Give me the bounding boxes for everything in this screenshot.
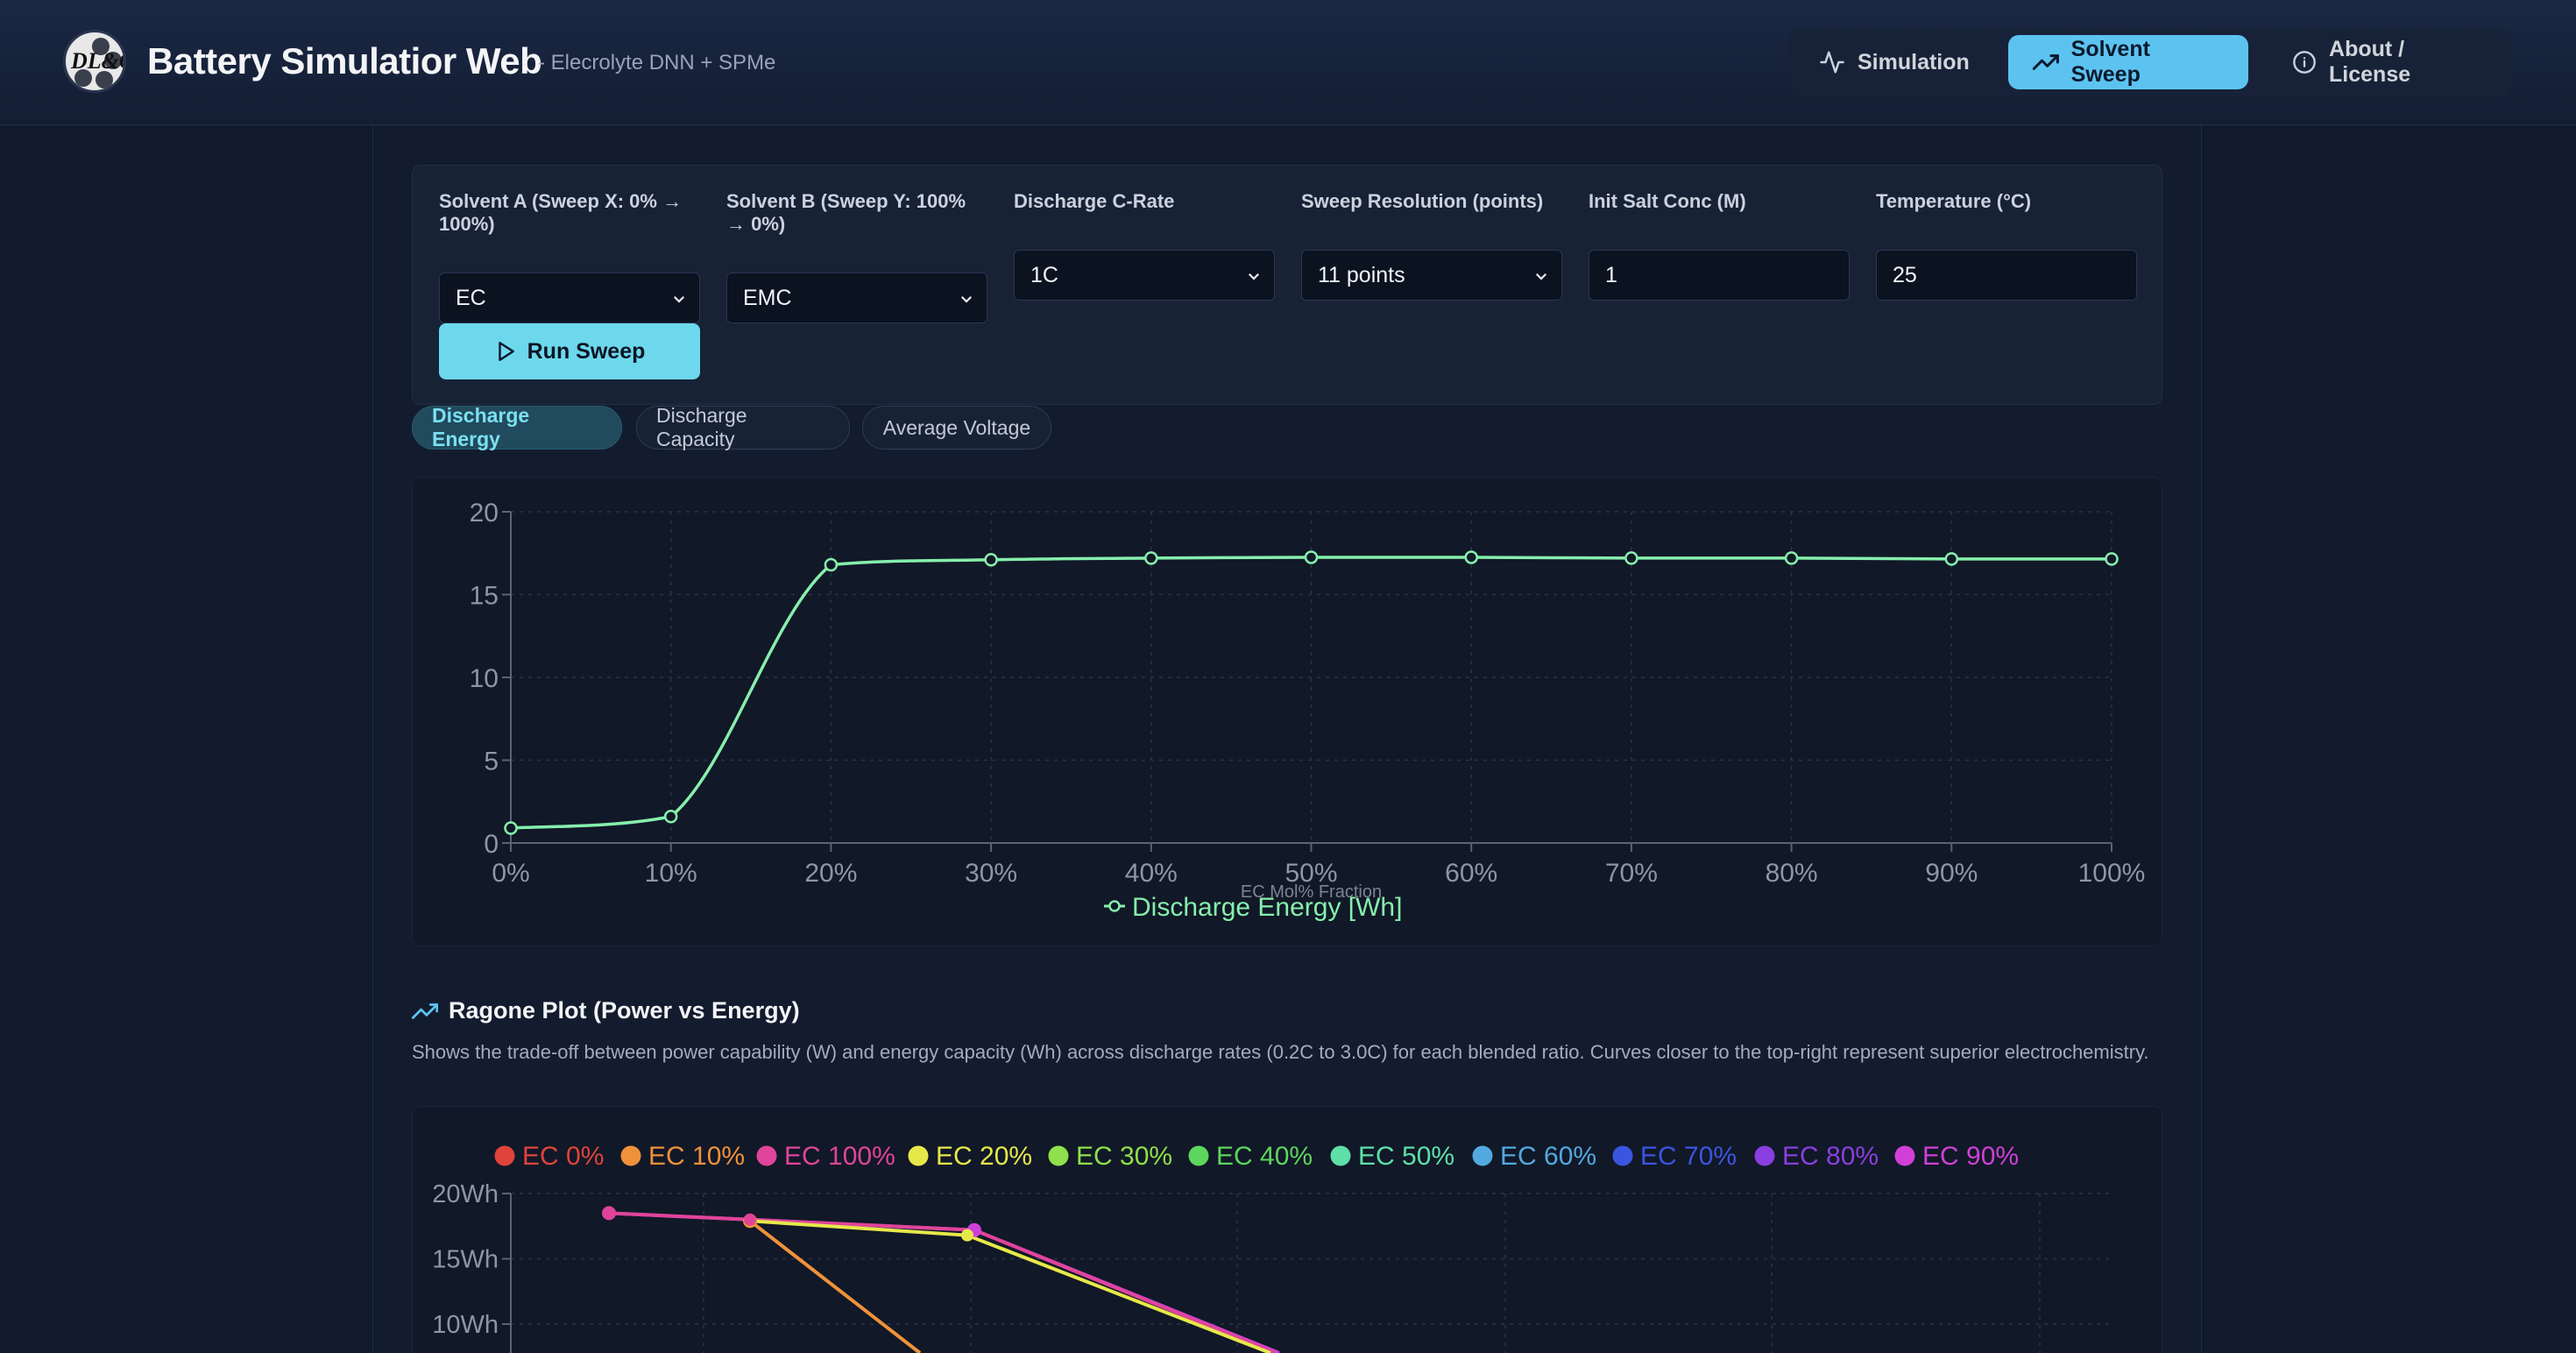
- solvent-a-value: EC: [456, 285, 486, 310]
- solvent-b-label: Solvent B (Sweep Y: 100% → 0%): [726, 190, 966, 235]
- solvent-b-value: EMC: [743, 285, 792, 310]
- c-rate-label: Discharge C-Rate: [1014, 190, 1175, 212]
- tab-discharge-capacity-label: Discharge Capacity: [656, 404, 747, 450]
- salt-conc-input[interactable]: 1: [1589, 250, 1850, 301]
- c-rate-select[interactable]: 1C: [1014, 250, 1275, 301]
- salt-conc-field: Init Salt Conc (M) 1: [1589, 190, 1851, 301]
- tab-discharge-capacity[interactable]: Discharge Capacity: [636, 404, 850, 450]
- chevron-down-icon: [1248, 273, 1260, 280]
- resolution-value: 11 points: [1318, 262, 1405, 287]
- solvent-b-select[interactable]: EMC: [726, 273, 987, 323]
- solvent-b-field: Solvent B (Sweep Y: 100% → 0%) EMC: [726, 190, 989, 323]
- left-gutter: [0, 125, 372, 1353]
- app-header: DL&C Battery Simulatior Web - Elecrolyte…: [0, 0, 2576, 125]
- activity-icon: [1820, 51, 1844, 74]
- nav-about-license[interactable]: About / License: [2268, 35, 2506, 89]
- run-sweep-button[interactable]: Run Sweep: [439, 323, 700, 379]
- nav-solvent-sweep[interactable]: Solvent Sweep: [2008, 35, 2248, 89]
- nav-simulation-label: Simulation: [1858, 49, 1970, 74]
- ragone-chart-panel: [412, 1106, 2162, 1353]
- temperature-label: Temperature (°C): [1876, 190, 2032, 212]
- solvent-a-field: Solvent A (Sweep X: 0% → 100%) EC: [439, 190, 702, 323]
- sweep-controls: Solvent A (Sweep X: 0% → 100%) EC Solven…: [412, 165, 2162, 405]
- c-rate-value: 1C: [1030, 262, 1058, 287]
- right-gutter: [2202, 125, 2576, 1353]
- salt-conc-label: Init Salt Conc (M): [1589, 190, 1746, 212]
- app-subtitle: - Elecrolyte DNN + SPMe: [538, 51, 776, 74]
- temperature-input[interactable]: 25: [1876, 250, 2137, 301]
- app-logo: DL&C: [63, 30, 126, 93]
- main-nav: Simulation Solvent Sweep About / License: [1787, 28, 2513, 96]
- tab-discharge-energy-label: Discharge Energy: [432, 404, 530, 450]
- temperature-value: 25: [1893, 262, 1917, 287]
- salt-conc-value: 1: [1605, 262, 1617, 287]
- ragone-title-text: Ragone Plot (Power vs Energy): [449, 997, 800, 1024]
- ragone-title: Ragone Plot (Power vs Energy): [412, 997, 800, 1024]
- logo-text: DL&C: [71, 48, 124, 74]
- chevron-down-icon: [1535, 273, 1547, 280]
- ragone-description: Shows the trade-off between power capabi…: [412, 1041, 2149, 1063]
- tab-average-voltage-label: Average Voltage: [882, 415, 1031, 439]
- nav-simulation[interactable]: Simulation: [1794, 35, 1998, 89]
- nav-about-label: About / License: [2329, 37, 2411, 87]
- tab-discharge-energy[interactable]: Discharge Energy: [412, 404, 622, 450]
- play-icon: [498, 342, 514, 361]
- resolution-select[interactable]: 11 points: [1301, 250, 1562, 301]
- app-title: Battery Simulatior Web: [147, 40, 542, 81]
- tab-average-voltage[interactable]: Average Voltage: [862, 406, 1051, 450]
- temperature-field: Temperature (°C) 25: [1876, 190, 2139, 301]
- resolution-label: Sweep Resolution (points): [1301, 190, 1544, 212]
- chevron-down-icon: [960, 295, 973, 303]
- nav-solvent-sweep-label: Solvent Sweep: [2070, 37, 2150, 87]
- energy-chart-panel: [412, 477, 2162, 946]
- solvent-a-label: Solvent A (Sweep X: 0% → 100%): [439, 190, 683, 235]
- run-sweep-label: Run Sweep: [527, 338, 646, 364]
- resolution-field: Sweep Resolution (points) 11 points: [1301, 190, 1564, 301]
- trending-up-icon: [2033, 54, 2059, 70]
- info-icon: [2293, 51, 2316, 74]
- c-rate-field: Discharge C-Rate 1C: [1014, 190, 1277, 301]
- trending-up-icon: [412, 1002, 438, 1019]
- chevron-down-icon: [673, 295, 685, 303]
- solvent-a-select[interactable]: EC: [439, 273, 700, 323]
